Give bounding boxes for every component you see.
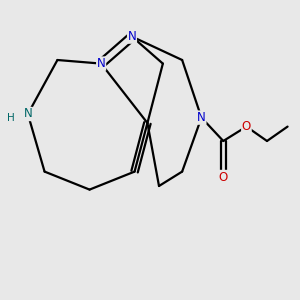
Text: H: H [8, 113, 15, 124]
Text: N: N [128, 30, 136, 43]
Text: O: O [242, 120, 251, 133]
Text: O: O [219, 170, 228, 184]
Text: N: N [97, 57, 106, 70]
Text: N: N [197, 111, 206, 124]
Text: N: N [23, 107, 32, 121]
